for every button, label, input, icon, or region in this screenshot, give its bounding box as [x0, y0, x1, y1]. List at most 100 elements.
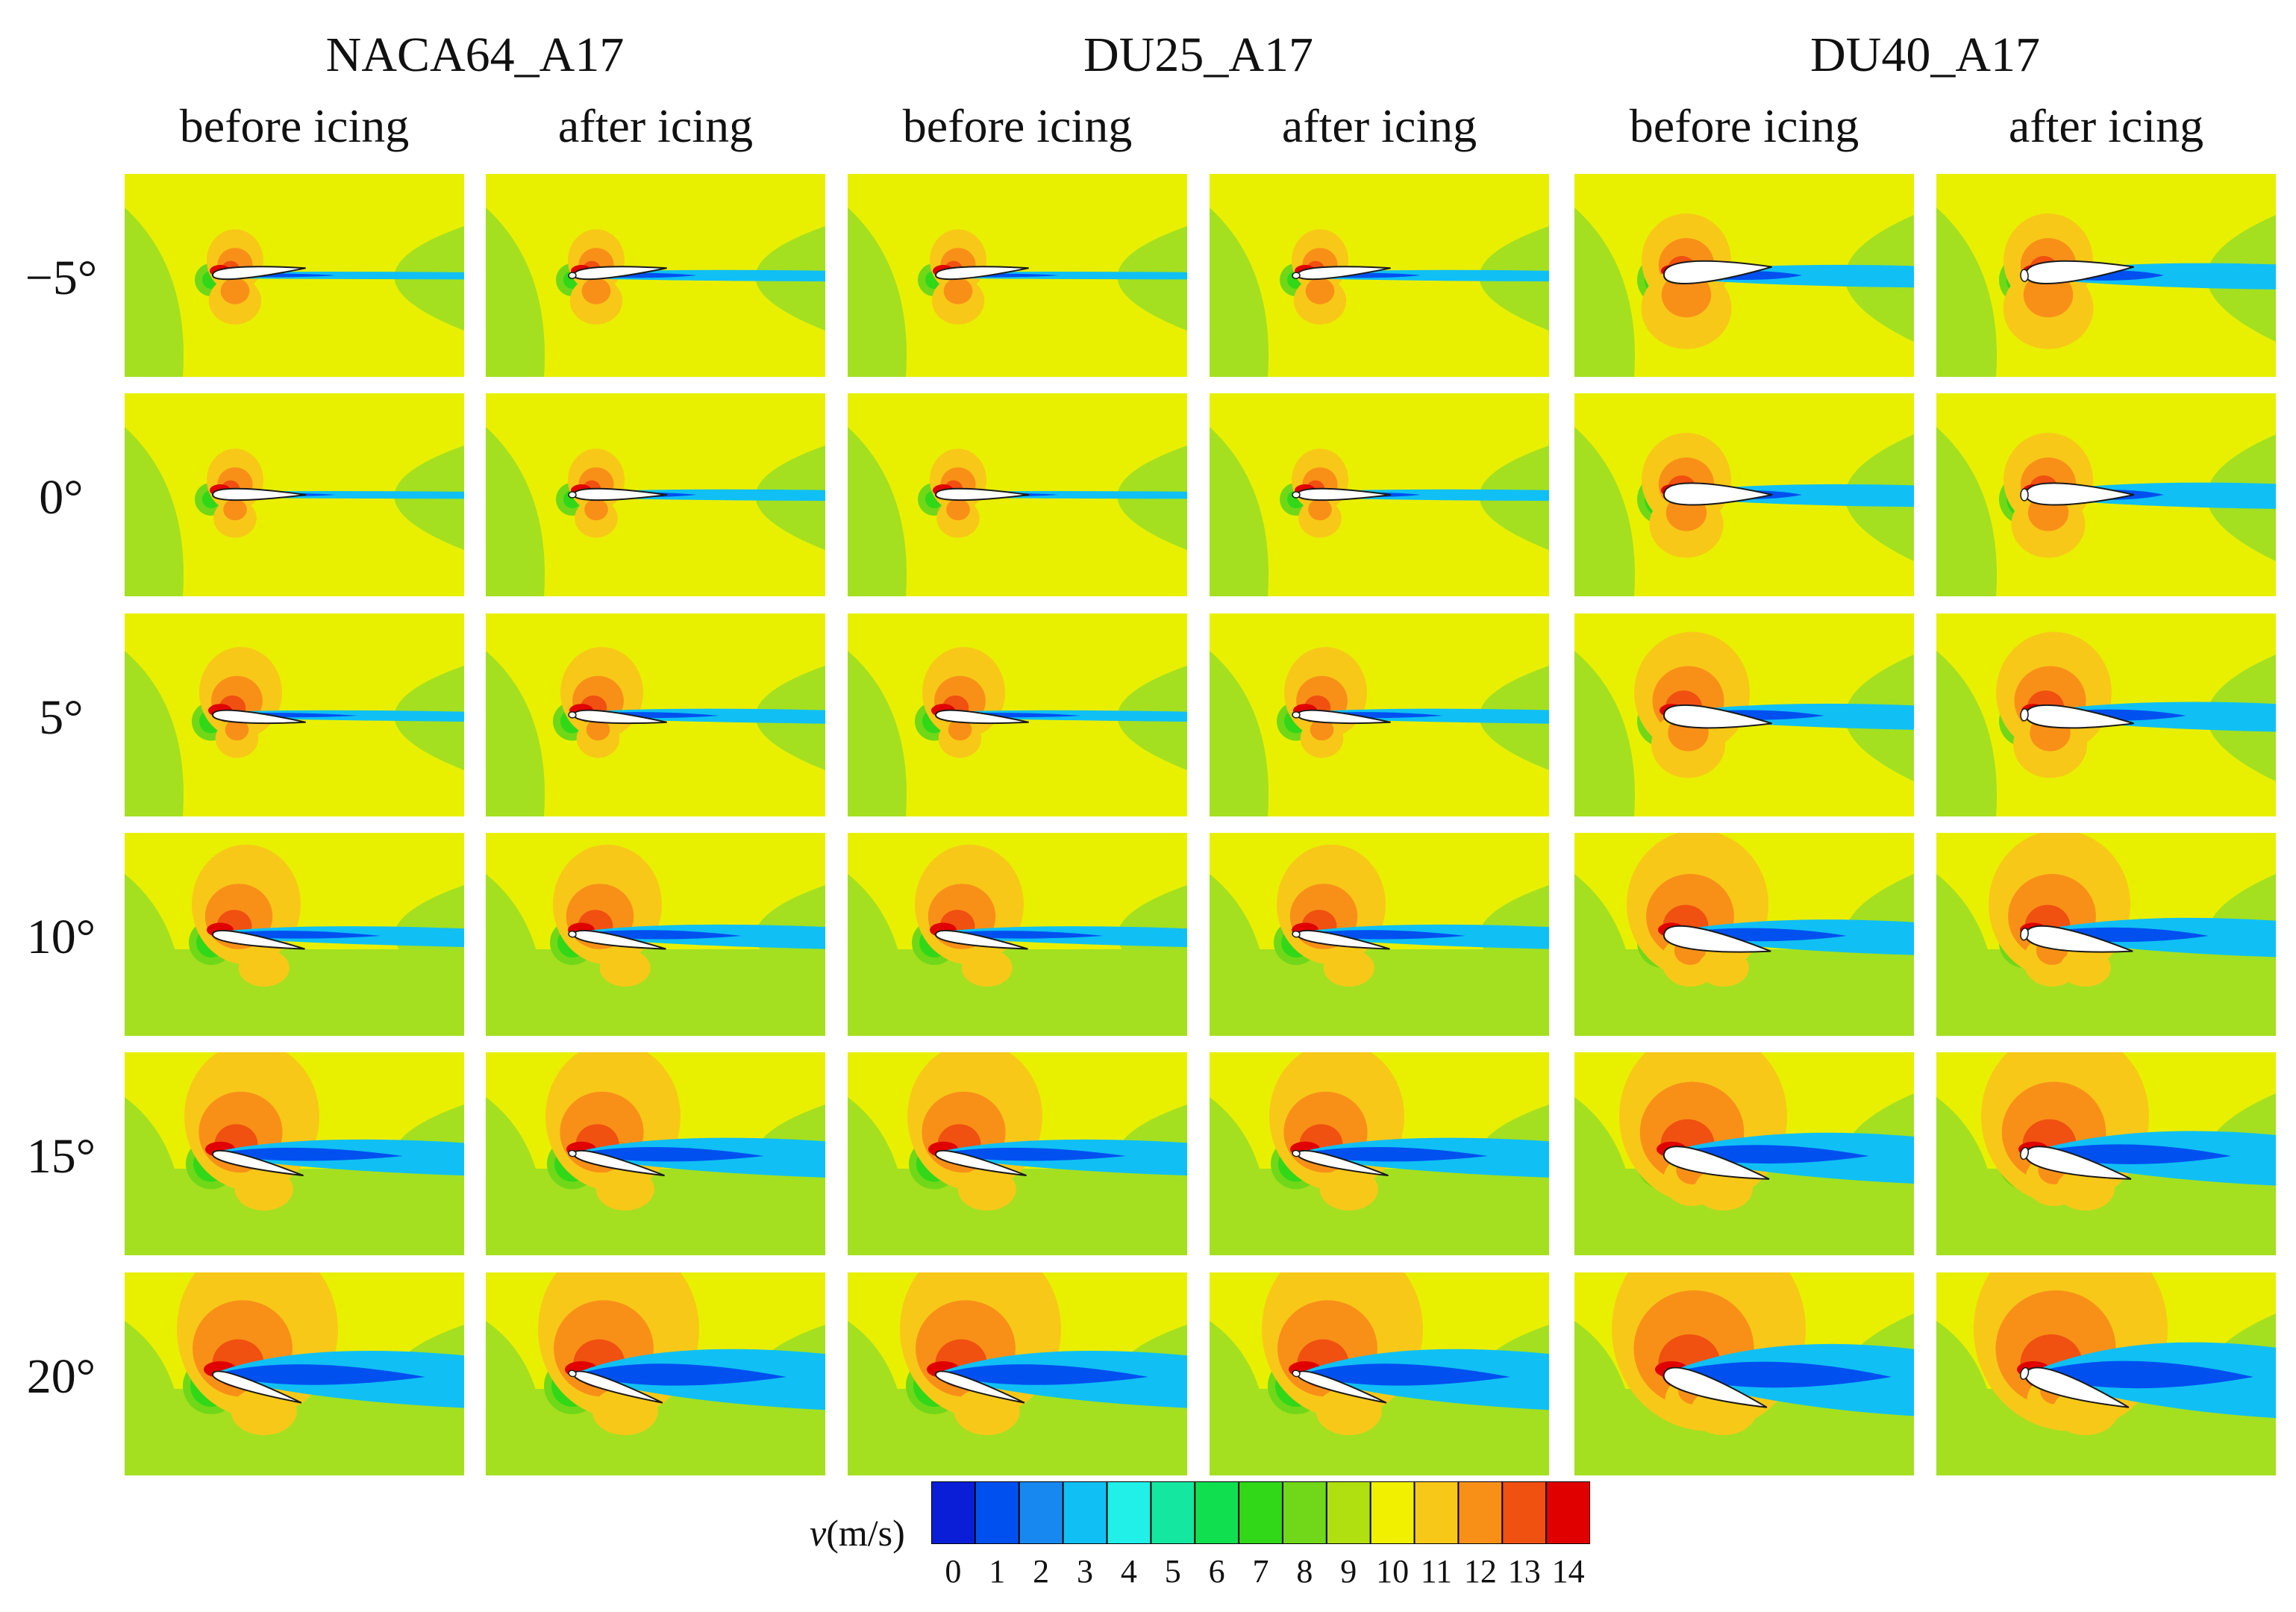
airfoil-shape	[2024, 1146, 2132, 1180]
pressure-side-lobe-strong	[586, 719, 610, 741]
airfoil-shape	[573, 266, 667, 281]
ice-accretion	[1292, 930, 1301, 938]
airfoil-group	[568, 1369, 663, 1404]
contour-plot	[848, 1272, 1187, 1475]
colorbar-swatch	[974, 1481, 1021, 1544]
angle-of-attack-label: −5°	[25, 251, 98, 305]
contour-panel	[1210, 1052, 1549, 1255]
low-speed-region	[848, 651, 907, 816]
airfoil-group	[212, 266, 306, 281]
airfoil-shape	[1662, 1146, 1770, 1180]
pressure-side-lobe-strong	[946, 499, 970, 521]
contour-plot	[486, 174, 825, 377]
airfoil-shape	[2024, 925, 2133, 953]
before-icing-label: before icing	[1629, 99, 1859, 152]
contour-panel	[486, 1052, 825, 1255]
airfoil-group	[568, 487, 668, 502]
airfoil-group	[934, 487, 1030, 502]
ice-accretion	[1292, 711, 1301, 719]
airfoil-group	[568, 1149, 665, 1177]
airfoil-group	[568, 709, 667, 725]
colorbar-tick-label: 3	[1077, 1553, 1094, 1590]
wake-core	[583, 1363, 786, 1386]
airfoil-shape	[2024, 482, 2135, 506]
airfoil-shape	[935, 709, 1029, 725]
colorbar-swatch	[1062, 1481, 1108, 1544]
pressure-side-lobe-strong	[584, 499, 608, 521]
airfoil-shape	[211, 1370, 302, 1404]
colorbar-tick-label: 8	[1296, 1553, 1313, 1590]
colorbar-swatch	[1018, 1481, 1065, 1544]
low-speed-region	[486, 651, 545, 816]
contour-plot	[1210, 174, 1549, 377]
airfoil-group	[1292, 1369, 1387, 1404]
colorbar-tick-label: 10	[1376, 1553, 1410, 1590]
airfoil-group	[1662, 482, 1773, 506]
airfoil-group	[568, 930, 666, 950]
colorbar-tick-label: 0	[945, 1553, 962, 1590]
contour-panel	[125, 1052, 464, 1255]
airfoil-group	[212, 709, 306, 725]
contour-panel	[1936, 833, 2276, 1036]
airfoil-group	[1292, 487, 1392, 502]
after-icing-label: after icing	[1281, 99, 1477, 152]
airfoil-group	[1662, 1366, 1768, 1408]
contour-panel	[486, 613, 825, 816]
colorbar-swatch	[1457, 1481, 1504, 1544]
airfoil-group	[2020, 925, 2133, 953]
low-speed-region	[848, 949, 1187, 1036]
contour-plot	[848, 613, 1187, 816]
pressure-side-lobe-strong	[943, 278, 973, 304]
airfoil-group	[1292, 709, 1391, 725]
ice-accretion	[2020, 269, 2029, 282]
low-speed-region	[125, 1169, 464, 1255]
airfoil-shape	[934, 487, 1030, 502]
low-speed-region	[486, 207, 545, 377]
contour-plot	[1936, 174, 2276, 377]
airfoil-title: DU25_A17	[1083, 28, 1313, 82]
ice-accretion	[2019, 1366, 2030, 1380]
downstream-lobe	[231, 1387, 297, 1435]
colorbar-swatch	[1369, 1481, 1416, 1544]
colorbar-tick-label: 5	[1164, 1553, 1181, 1590]
low-speed-region	[1574, 651, 1635, 816]
contour-panel	[1936, 1052, 2276, 1255]
contour-panel	[1574, 1052, 1914, 1255]
airfoil-shape	[573, 1149, 665, 1177]
contour-panel	[848, 833, 1187, 1036]
angle-of-attack-label: 10°	[26, 910, 96, 964]
airfoil-group	[1292, 930, 1390, 950]
low-speed-region	[848, 1169, 1187, 1255]
colorbar-tick-label: 2	[1033, 1553, 1050, 1590]
airfoil-group	[2019, 1366, 2130, 1408]
contour-panel	[1936, 613, 2276, 816]
airfoil-shape	[935, 930, 1028, 950]
airfoil-shape	[2024, 260, 2134, 284]
contour-panel	[125, 613, 464, 816]
colorbar-tick-label: 12	[1463, 1553, 1497, 1590]
after-icing-label: after icing	[557, 99, 754, 152]
downstream-lobe	[1323, 949, 1374, 987]
contour-panel	[848, 174, 1187, 377]
airfoil-group	[1662, 1146, 1770, 1180]
contour-panel	[125, 393, 464, 596]
contour-panel	[1574, 174, 1914, 377]
contour-plot	[125, 1052, 464, 1255]
contour-panel	[848, 393, 1187, 596]
low-speed-region	[486, 1169, 825, 1255]
contour-plot	[1574, 1272, 1914, 1475]
low-speed-region	[125, 949, 464, 1036]
low-speed-region	[1574, 207, 1635, 377]
contour-plot	[1210, 613, 1549, 816]
contour-plot	[848, 174, 1187, 377]
wake-region	[220, 271, 464, 280]
low-speed-region	[125, 427, 184, 596]
ice-accretion	[2020, 708, 2029, 722]
airfoil-group	[934, 1370, 1025, 1404]
downstream-lobe	[954, 1387, 1020, 1435]
airfoil-shape	[1296, 487, 1392, 502]
colorbar-tick-label: 1	[989, 1553, 1006, 1590]
contour-plot	[1574, 613, 1914, 816]
colorbar-tick-label: 7	[1252, 1553, 1269, 1590]
airfoil-group	[2020, 482, 2135, 506]
